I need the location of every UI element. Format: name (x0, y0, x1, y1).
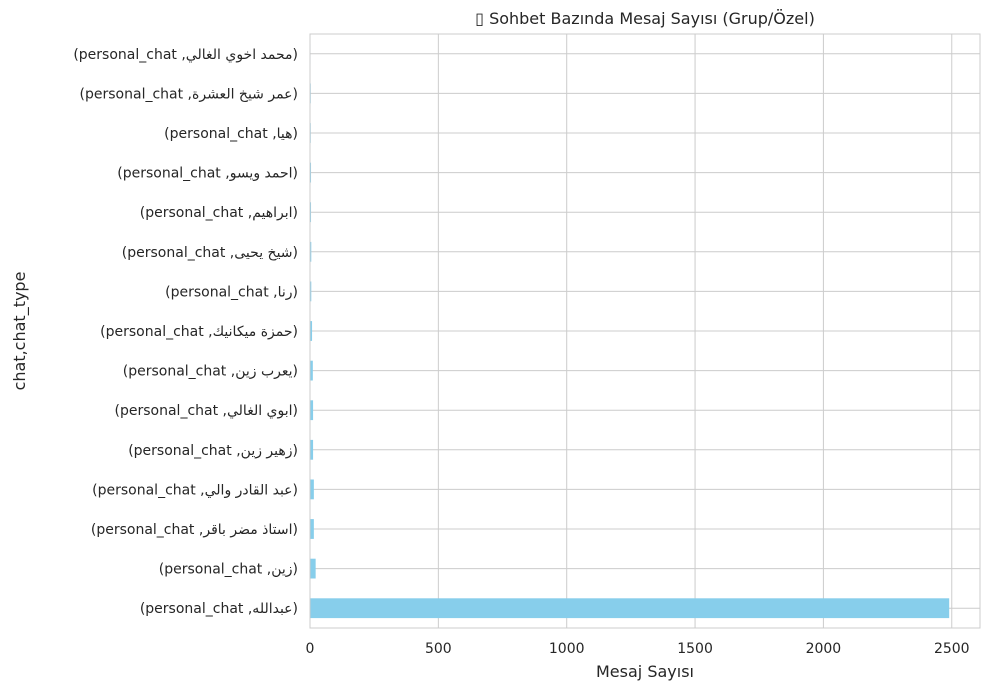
y-tick-label: (رنا, personal_chat) (165, 284, 298, 300)
bar-layer (310, 43, 950, 619)
x-tick-labels: 0 500 1000 1500 2000 2500 (306, 641, 970, 657)
bar (310, 281, 312, 302)
x-tick-label: 1500 (677, 641, 713, 657)
x-tick-label: 1000 (549, 641, 585, 657)
y-tick-label: (حمزة ميكانيك, personal_chat) (100, 324, 298, 340)
x-tick-label: 500 (425, 641, 452, 657)
grid-layer (309, 34, 980, 628)
bar (310, 519, 314, 539)
bar (310, 479, 314, 500)
x-tick-label: 2500 (934, 641, 970, 657)
y-tick-label: (عمر شيخ العشرة, personal_chat) (80, 86, 298, 102)
bar (310, 162, 312, 183)
y-tick-label: (شيخ يحيى, personal_chat) (122, 245, 298, 261)
y-tick-label: (احمد ويسو, personal_chat) (117, 166, 298, 182)
y-tick-labels: (عبدالله, personal_chat) (زين, personal_c… (73, 47, 298, 617)
y-tick-label: (يعرب زين, personal_chat) (123, 364, 298, 380)
bar (310, 598, 950, 619)
bar (310, 400, 314, 421)
bar (310, 202, 312, 223)
y-tick-label: (ابراهيم, personal_chat) (140, 205, 298, 221)
y-tick-label: (عبدالله, personal_chat) (140, 601, 298, 617)
y-tick-label: (زين, personal_chat) (159, 562, 298, 578)
y-tick-label: (محمد اخوي الغالي, personal_chat) (73, 47, 298, 63)
bar (310, 439, 314, 460)
bar (310, 360, 313, 381)
x-tick-label: 2000 (806, 641, 842, 657)
x-tick-label: 0 (306, 641, 315, 657)
plot-frame (309, 33, 981, 629)
y-tick-label: (عبد القادر والي, personal_chat) (92, 482, 298, 498)
y-tick-label: (هيا, personal_chat) (164, 126, 298, 142)
y-tick-label: (زهير زين, personal_chat) (128, 443, 298, 459)
bar (310, 241, 312, 262)
bar (310, 558, 316, 579)
chart-title: ▯ Sohbet Bazında Mesaj Sayısı (Grup/Özel… (475, 9, 815, 28)
y-tick-label: (استاذ مضر باقر, personal_chat) (91, 522, 298, 538)
bar (310, 321, 313, 341)
x-axis-title: Mesaj Sayısı (596, 662, 694, 681)
y-axis-title: chat,chat_type (10, 272, 30, 391)
y-tick-label: (ابوي الغالي, personal_chat) (115, 403, 298, 419)
